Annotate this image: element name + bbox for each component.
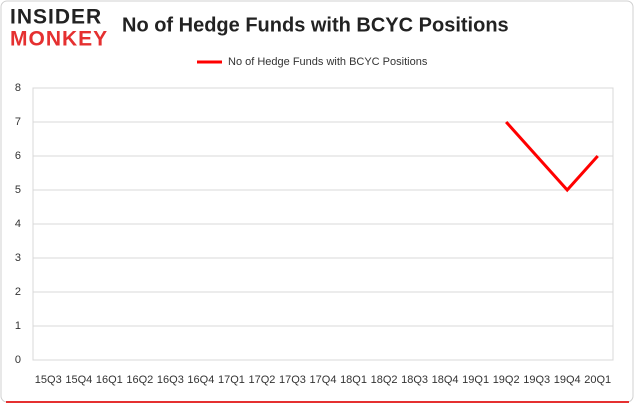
y-tick-label: 8: [15, 82, 21, 94]
x-tick-label: 17Q4: [310, 374, 337, 386]
x-tick-label: 19Q1: [462, 374, 489, 386]
x-tick-label: 15Q3: [35, 374, 62, 386]
x-tick-label: 19Q3: [523, 374, 550, 386]
x-tick-label: 16Q2: [126, 374, 153, 386]
x-tick-label: 18Q1: [340, 374, 367, 386]
y-tick-label: 7: [15, 116, 21, 128]
x-tick-label: 18Q4: [432, 374, 459, 386]
y-tick-label: 4: [15, 218, 21, 230]
y-tick-label: 5: [15, 184, 21, 196]
x-tick-label: 18Q2: [371, 374, 398, 386]
x-tick-label: 17Q3: [279, 374, 306, 386]
data-line: [505, 120, 599, 193]
x-tick-label: 19Q2: [493, 374, 520, 386]
x-tick-label: 20Q1: [584, 374, 611, 386]
legend-label: No of Hedge Funds with BCYC Positions: [228, 56, 428, 68]
x-tick-label: 17Q2: [248, 374, 275, 386]
y-tick-label: 2: [15, 286, 21, 298]
logo-bottom: MONKEY: [10, 28, 108, 51]
logo-top: INSIDER: [10, 6, 102, 29]
x-tick-label: 17Q1: [218, 374, 245, 386]
y-tick-label: 1: [15, 320, 21, 332]
x-tick-label: 18Q3: [401, 374, 428, 386]
x-tick-label: 16Q1: [96, 374, 123, 386]
y-tick-label: 6: [15, 150, 21, 162]
x-tick-label: 16Q4: [187, 374, 214, 386]
chart-title: No of Hedge Funds with BCYC Positions: [122, 14, 509, 36]
x-tick-label: 19Q4: [554, 374, 581, 386]
x-tick-label: 15Q4: [65, 374, 92, 386]
y-tick-label: 0: [15, 354, 21, 366]
x-tick-label: 16Q3: [157, 374, 184, 386]
y-tick-label: 3: [15, 252, 21, 264]
